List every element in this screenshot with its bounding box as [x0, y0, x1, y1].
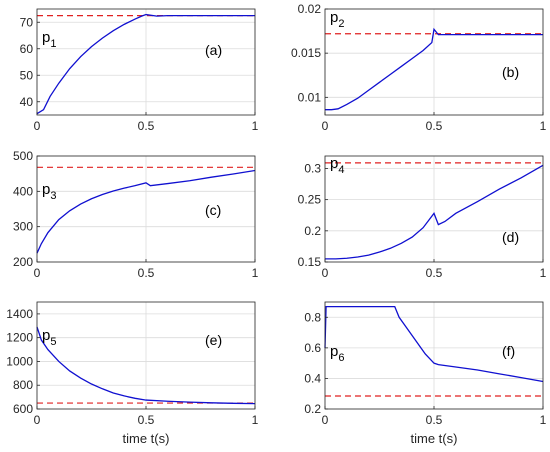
y-tick-label: 0.2 [304, 402, 321, 416]
y-tick-label: 0.6 [304, 341, 321, 355]
data-curve [325, 164, 544, 260]
data-curve [325, 27, 543, 111]
x-axis-label: time t(s) [123, 431, 170, 446]
y-tick-label: 200 [13, 255, 33, 269]
panel-label: (c) [205, 202, 221, 218]
x-tick-label: 0.5 [138, 266, 155, 280]
x-tick-label: 1 [252, 413, 259, 427]
data-curve [36, 326, 256, 405]
x-tick-label: 1 [252, 119, 259, 133]
data-curve [324, 305, 544, 383]
panel-label: (f) [502, 343, 515, 359]
y-tick-label: 1200 [6, 331, 33, 345]
y-tick-label: 0.8 [304, 310, 321, 324]
data-curve [36, 13, 255, 115]
x-tick-label: 1 [540, 119, 547, 133]
y-tick-label: 0.3 [304, 161, 321, 175]
x-tick-label: 1 [540, 266, 547, 280]
y-tick-label: 0.02 [298, 2, 322, 16]
x-tick-label: 0 [34, 413, 41, 427]
data-curve [36, 169, 256, 254]
x-tick-label: 0.5 [426, 119, 443, 133]
y-tick-label: 1000 [6, 354, 33, 368]
y-tick-label: 40 [20, 95, 34, 109]
panel-3: 0 0.5 1 200 300 400 500 p3 (c) [13, 149, 259, 280]
panel-6: 0 0.5 1 0.2 0.4 0.6 0.8 p6 (f) time t(s) [304, 301, 547, 446]
y-tick-label: 0.25 [298, 193, 322, 207]
x-tick-label: 0 [34, 119, 41, 133]
panel-5: 0 0.5 1 600 800 1000 1200 1400 p5 (e) time t(s) [6, 301, 259, 446]
y-tick-label: 70 [20, 15, 34, 29]
parameter-label: p3 [42, 181, 56, 202]
y-tick-label: 800 [13, 378, 33, 392]
y-tick-label: 60 [20, 42, 34, 56]
x-tick-label: 0.5 [426, 266, 443, 280]
x-tick-label: 0.5 [138, 413, 155, 427]
panel-label: (e) [205, 332, 222, 348]
parameter-label: p4 [330, 155, 344, 176]
x-tick-label: 0 [322, 119, 329, 133]
panel-label: (a) [205, 42, 222, 58]
x-tick-label: 0 [322, 413, 329, 427]
x-axis-label: time t(s) [411, 431, 458, 446]
parameter-label: p6 [330, 343, 344, 364]
x-tick-label: 0 [322, 266, 329, 280]
x-tick-label: 1 [252, 266, 259, 280]
y-tick-label: 500 [13, 149, 33, 163]
y-tick-label: 50 [20, 68, 34, 82]
y-tick-label: 300 [13, 220, 33, 234]
parameter-label: p5 [42, 327, 56, 348]
x-tick-label: 1 [540, 413, 547, 427]
x-tick-label: 0 [34, 266, 41, 280]
x-tick-label: 0.5 [138, 119, 155, 133]
panel-2: 0 0.5 1 0.01 0.015 0.02 p2 (b) [291, 2, 547, 133]
y-tick-label: 0.2 [304, 224, 321, 238]
panel-4: 0 0.5 1 0.15 0.2 0.25 0.3 p4 (d) [298, 155, 547, 280]
panel-label: (b) [502, 64, 519, 80]
y-tick-label: 600 [13, 402, 33, 416]
y-tick-label: 0.4 [304, 371, 321, 385]
y-tick-label: 400 [13, 184, 33, 198]
y-tick-label: 1400 [6, 307, 33, 321]
panel-label: (d) [502, 229, 519, 245]
panel-1: 0 0.5 1 40 50 60 70 p1 (a) [20, 8, 259, 133]
y-tick-label: 0.01 [298, 90, 322, 104]
parameter-label: p1 [42, 29, 56, 50]
parameter-label: p2 [330, 9, 344, 30]
y-tick-label: 0.15 [298, 255, 322, 269]
x-tick-label: 0.5 [426, 413, 443, 427]
y-tick-label: 0.015 [291, 46, 321, 60]
